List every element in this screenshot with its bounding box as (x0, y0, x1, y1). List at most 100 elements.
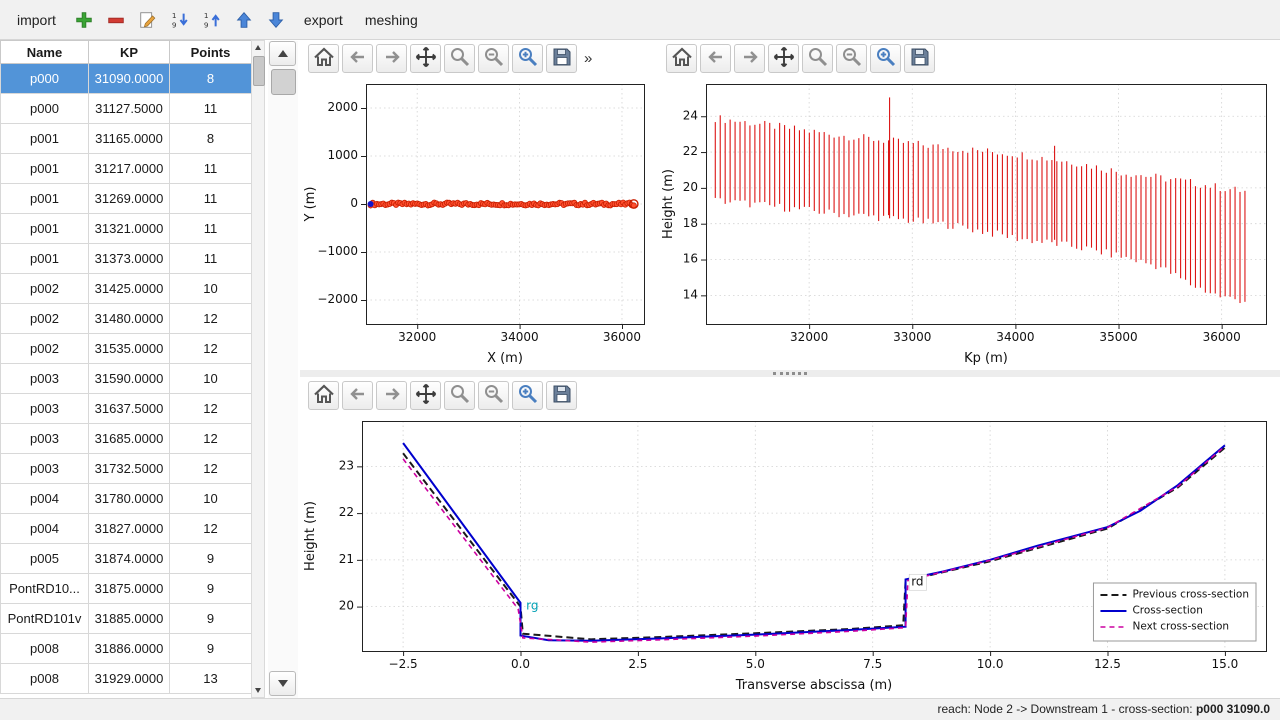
back-icon (346, 382, 370, 409)
table-row[interactable]: p00831886.00009 (1, 634, 252, 664)
table-row[interactable]: p00331637.500012 (1, 394, 252, 424)
table-row[interactable]: p00031127.500011 (1, 94, 252, 124)
plot-forward-button[interactable] (376, 44, 407, 73)
svg-text:1: 1 (172, 11, 177, 20)
plot-zoom-out-button[interactable] (478, 44, 509, 73)
zoom-icon (448, 45, 472, 72)
zoom-out-icon (482, 382, 506, 409)
plot-save-button[interactable] (546, 44, 577, 73)
table-row[interactable]: p00831929.000013 (1, 664, 252, 694)
main-toolbar: import 1919 export meshing (0, 0, 1280, 40)
cross-section-plot[interactable] (300, 413, 1280, 697)
table-row[interactable]: p00331685.000012 (1, 424, 252, 454)
plot-zoom-button[interactable] (444, 44, 475, 73)
splitter[interactable] (300, 370, 1280, 377)
table-header-row: NameKPPoints (1, 41, 252, 64)
save-icon (550, 382, 574, 409)
edit-button[interactable] (133, 5, 163, 35)
plot-home-button[interactable] (308, 381, 339, 410)
save-icon (908, 45, 932, 72)
pan-icon (414, 382, 438, 409)
sort-ascending-button[interactable]: 19 (197, 5, 227, 35)
longitudinal-profile-plot[interactable] (658, 76, 1280, 370)
plot-back-button[interactable] (700, 44, 731, 73)
table-row[interactable]: p00531874.00009 (1, 544, 252, 574)
panel-scrollbar[interactable] (268, 41, 298, 698)
plot-home-button[interactable] (308, 44, 339, 73)
table-row[interactable]: p00131217.000011 (1, 154, 252, 184)
plan-view-plot[interactable] (300, 76, 658, 370)
column-header-points[interactable]: Points (170, 41, 252, 64)
plot-forward-button[interactable] (376, 381, 407, 410)
sort-descending-button[interactable]: 19 (165, 5, 195, 35)
table-row[interactable]: p00331590.000010 (1, 364, 252, 394)
plot-zoom-button[interactable] (802, 44, 833, 73)
table-row[interactable]: PontRD101v31885.00009 (1, 604, 252, 634)
forward-icon (380, 45, 404, 72)
status-cross-section: p000 31090.0 (1196, 702, 1270, 716)
forward-icon (738, 45, 762, 72)
status-bar: reach: Node 2 -> Downstream 1 - cross-se… (0, 698, 1280, 720)
table-scroll-up-icon[interactable] (252, 41, 264, 54)
scroll-up-icon (278, 50, 288, 57)
table-row[interactable]: p00131269.000011 (1, 184, 252, 214)
move-up-icon (234, 10, 254, 30)
zoom-icon (806, 45, 830, 72)
remove-button[interactable] (101, 5, 131, 35)
splitter-grip-icon (773, 372, 807, 375)
zoom-icon (448, 382, 472, 409)
plot-zoom-button[interactable] (444, 381, 475, 410)
table-row[interactable]: p00431827.000012 (1, 514, 252, 544)
zoom-in-icon (516, 382, 540, 409)
plot-zoom-in-button[interactable] (512, 44, 543, 73)
panel-scroll-up-button[interactable] (269, 41, 296, 66)
toolbar-overflow-chevron-icon[interactable]: » (580, 50, 596, 67)
move-up-button[interactable] (229, 5, 259, 35)
table-scrollbar-thumb[interactable] (253, 56, 265, 86)
plot-save-button[interactable] (904, 44, 935, 73)
svg-text:9: 9 (204, 20, 209, 29)
column-header-kp[interactable]: KP (89, 41, 170, 64)
zoom-in-icon (874, 45, 898, 72)
export-button[interactable]: export (295, 7, 352, 33)
plot-back-button[interactable] (342, 381, 373, 410)
plot-zoom-out-button[interactable] (478, 381, 509, 410)
plot-save-button[interactable] (546, 381, 577, 410)
panel-scrollbar-thumb[interactable] (271, 69, 296, 95)
plot-forward-button[interactable] (734, 44, 765, 73)
table-row[interactable]: p00331732.500012 (1, 454, 252, 484)
plot-pan-button[interactable] (410, 381, 441, 410)
panel-scroll-down-button[interactable] (269, 671, 296, 696)
scroll-down-icon (278, 680, 288, 687)
plot-zoom-in-button[interactable] (512, 381, 543, 410)
import-button[interactable]: import (8, 7, 65, 33)
table-scroll-down-icon[interactable] (252, 684, 264, 697)
table-scrollbar[interactable] (251, 40, 265, 698)
plot-zoom-in-button[interactable] (870, 44, 901, 73)
edit-icon (138, 10, 158, 30)
plot-back-button[interactable] (342, 44, 373, 73)
plot-pan-button[interactable] (410, 44, 441, 73)
plot-home-button[interactable] (666, 44, 697, 73)
back-icon (704, 45, 728, 72)
table-row[interactable]: p00231480.000012 (1, 304, 252, 334)
add-button[interactable] (69, 5, 99, 35)
table-row[interactable]: PontRD10...31875.00009 (1, 574, 252, 604)
table-row[interactable]: p00131321.000011 (1, 214, 252, 244)
column-header-name[interactable]: Name (1, 41, 89, 64)
table-row[interactable]: p00431780.000010 (1, 484, 252, 514)
table-row[interactable]: p00031090.00008 (1, 64, 252, 94)
plot-pan-button[interactable] (768, 44, 799, 73)
save-icon (550, 45, 574, 72)
table-row[interactable]: p00231535.000012 (1, 334, 252, 364)
application-window: import 1919 export meshing NameKPPoints … (0, 0, 1280, 720)
table-row[interactable]: p00131165.00008 (1, 124, 252, 154)
zoom-out-icon (840, 45, 864, 72)
table-row[interactable]: p00131373.000011 (1, 244, 252, 274)
add-icon (74, 10, 94, 30)
plot-zoom-out-button[interactable] (836, 44, 867, 73)
table-row[interactable]: p00231425.000010 (1, 274, 252, 304)
move-down-button[interactable] (261, 5, 291, 35)
meshing-button[interactable]: meshing (356, 7, 427, 33)
main-toolbar-icons: 1919 (69, 5, 291, 35)
